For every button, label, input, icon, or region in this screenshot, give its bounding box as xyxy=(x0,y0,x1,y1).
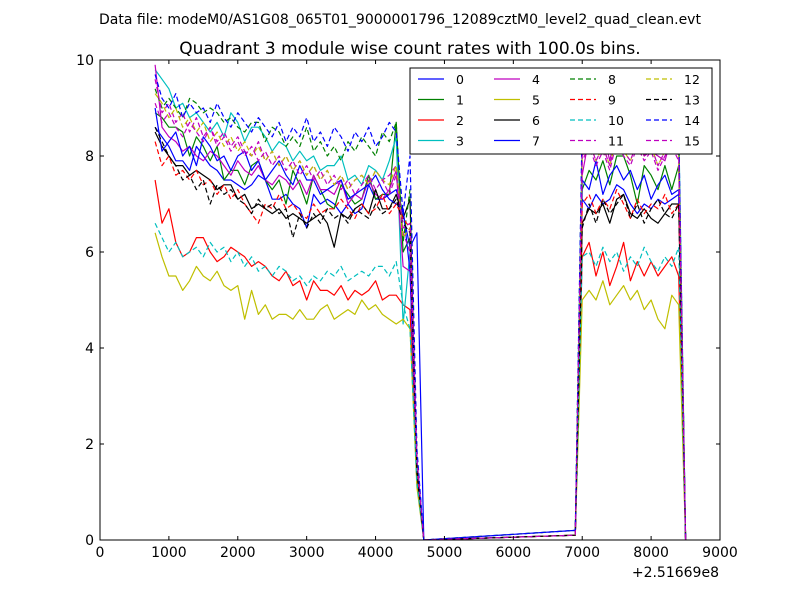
legend-label-13: 13 xyxy=(684,93,700,108)
series-line-13 xyxy=(154,126,687,540)
legend-label-10: 10 xyxy=(608,113,624,128)
series-line-15 xyxy=(154,102,687,540)
legend-label-0: 0 xyxy=(456,72,464,87)
x-tick-label: 9000 xyxy=(702,545,738,561)
series-line-10 xyxy=(154,222,687,540)
x-offset-label: +2.51669e8 xyxy=(632,565,719,581)
series-line-8 xyxy=(154,88,687,540)
legend-label-2: 2 xyxy=(456,113,464,128)
x-tick-label: 1000 xyxy=(151,545,187,561)
legend-label-7: 7 xyxy=(532,134,540,149)
series-line-9 xyxy=(154,141,687,540)
series-layer xyxy=(154,64,687,540)
x-tick-label: 8000 xyxy=(633,545,669,561)
ticks-layer: 0 1000 2000 3000 4000 5000 6000 7000 8000 9000 0 2 4… xyxy=(76,53,738,561)
series-line-0 xyxy=(154,126,687,540)
x-tick-label: 3000 xyxy=(289,545,325,561)
legend-label-12: 12 xyxy=(684,72,700,87)
y-tick-label: 10 xyxy=(76,53,94,69)
series-line-2 xyxy=(154,179,687,540)
figure-suptitle: Data file: modeM0/AS1G08_065T01_90000017… xyxy=(99,12,701,28)
series-line-7 xyxy=(154,107,687,540)
legend-label-15: 15 xyxy=(684,134,700,149)
x-tick-label: 6000 xyxy=(496,545,532,561)
series-line-1 xyxy=(154,112,687,540)
x-tick-label: 4000 xyxy=(358,545,394,561)
series-line-5 xyxy=(154,232,687,540)
legend-label-5: 5 xyxy=(532,93,540,108)
y-tick-label: 4 xyxy=(85,341,94,357)
legend-label-3: 3 xyxy=(456,134,464,149)
legend-label-6: 6 xyxy=(532,113,540,128)
y-tick-label: 2 xyxy=(85,437,94,453)
chart-title: Quadrant 3 module wise count rates with … xyxy=(179,39,640,59)
legend-label-8: 8 xyxy=(608,72,616,87)
legend-box xyxy=(409,67,713,155)
x-tick-label: 2000 xyxy=(220,545,256,561)
legend-label-4: 4 xyxy=(532,72,540,87)
x-tick-label: 0 xyxy=(96,545,105,561)
plot-frame xyxy=(99,59,721,541)
y-tick-label: 8 xyxy=(85,149,94,165)
x-tick-label: 7000 xyxy=(564,545,600,561)
y-tick-label: 0 xyxy=(85,533,94,549)
y-tick-label: 6 xyxy=(85,245,94,261)
series-line-12 xyxy=(154,93,687,540)
legend-label-9: 9 xyxy=(608,93,616,108)
legend-label-11: 11 xyxy=(608,134,624,149)
x-tick-label: 5000 xyxy=(427,545,463,561)
legend-label-14: 14 xyxy=(684,113,700,128)
legend-label-1: 1 xyxy=(456,93,464,108)
